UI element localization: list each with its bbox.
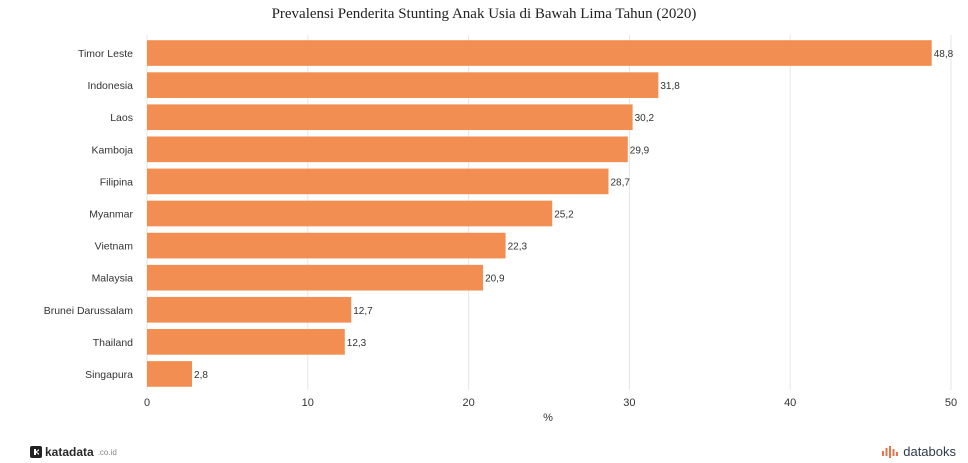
data-label: 30,2 xyxy=(635,113,655,124)
x-tick-label: 0 xyxy=(144,397,150,409)
bar xyxy=(147,104,633,131)
category-label: Indonesia xyxy=(87,80,133,92)
x-tick-label: 10 xyxy=(302,397,314,409)
katadata-brand: katadata xyxy=(45,445,94,459)
category-label: Filipina xyxy=(100,176,133,188)
data-label: 25,2 xyxy=(554,210,574,221)
bar xyxy=(147,264,484,291)
data-label: 2,8 xyxy=(194,370,208,381)
bar xyxy=(147,200,553,227)
data-label: 12,7 xyxy=(353,306,373,317)
data-label: 20,9 xyxy=(485,274,505,285)
bar xyxy=(147,72,659,98)
bar xyxy=(147,40,932,66)
x-tick-label: 30 xyxy=(623,397,635,409)
bars xyxy=(147,40,932,387)
chart-title: Prevalensi Penderita Stunting Anak Usia … xyxy=(271,6,697,22)
labels: 0 10 20 30 40 50 Timor Leste 48,8 Indonesia 31,8 L… xyxy=(44,48,957,409)
data-label: 48,8 xyxy=(934,49,954,60)
katadata-mark-icon xyxy=(30,446,42,458)
category-label: Singapura xyxy=(85,369,133,381)
databoks-brand: databoks xyxy=(903,444,956,459)
x-tick-label: 40 xyxy=(784,397,796,409)
bar xyxy=(147,329,345,355)
data-label: 29,9 xyxy=(630,145,650,156)
katadata-suffix: .co.id xyxy=(97,447,117,457)
bar xyxy=(147,361,193,387)
databoks-mark-icon xyxy=(882,445,900,458)
data-label: 31,8 xyxy=(660,81,680,92)
category-label: Timor Leste xyxy=(78,48,133,60)
databoks-logo: databoks xyxy=(882,444,956,459)
katadata-logo: katadata .co.id xyxy=(30,445,117,459)
category-label: Malaysia xyxy=(92,273,134,285)
data-label: 28,7 xyxy=(610,177,630,188)
x-tick-label: 20 xyxy=(462,397,474,409)
category-label: Thailand xyxy=(93,337,133,349)
data-label: 22,3 xyxy=(508,242,528,253)
category-label: Brunei Darussalam xyxy=(44,305,134,317)
category-label: Myanmar xyxy=(89,209,133,221)
bar xyxy=(147,168,609,195)
category-label: Laos xyxy=(110,112,133,124)
x-axis-label: % xyxy=(543,412,553,424)
bar xyxy=(147,232,506,259)
category-label: Kamboja xyxy=(92,144,134,156)
data-label: 12,3 xyxy=(347,338,367,349)
bar xyxy=(147,296,352,323)
x-tick-label: 50 xyxy=(945,397,957,409)
category-label: Vietnam xyxy=(95,241,134,253)
bar xyxy=(147,136,628,163)
